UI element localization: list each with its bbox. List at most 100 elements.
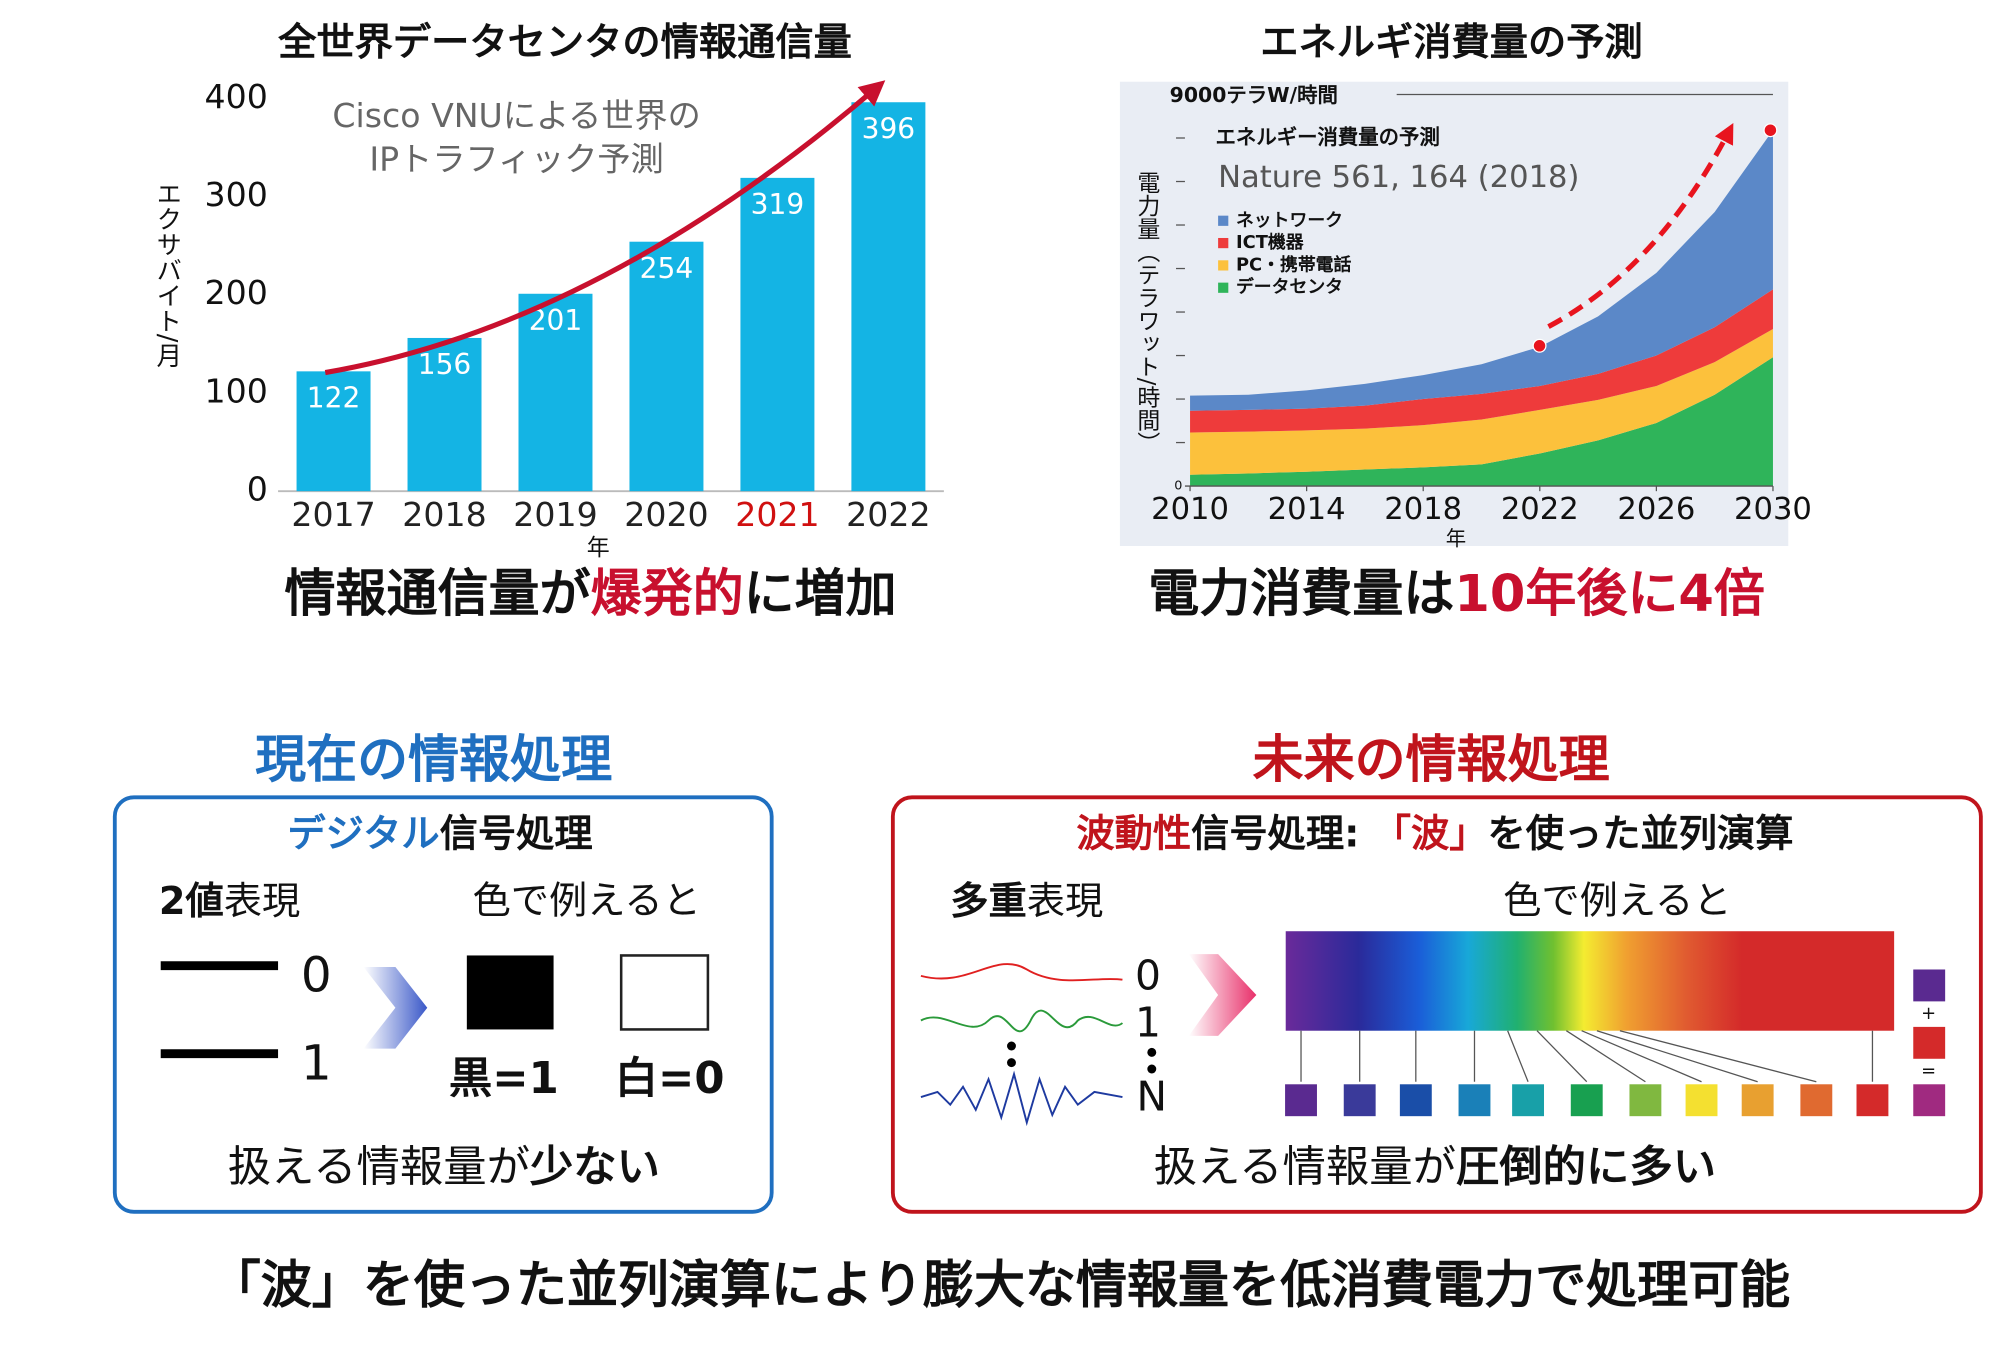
ellipsis-dot xyxy=(1007,1058,1016,1068)
value-label: 122 xyxy=(307,381,361,414)
swatch xyxy=(1913,1084,1946,1117)
wave xyxy=(920,1070,1123,1127)
y-tick-label: 400 xyxy=(205,77,268,116)
x-tick-label: 2022 xyxy=(846,495,930,534)
area xyxy=(1190,289,1773,433)
marker-dot xyxy=(1532,338,1547,353)
chart-title: 全世界データセンタの情報通信量 xyxy=(277,20,852,65)
legend-label: ICT機器 xyxy=(1236,231,1305,253)
legend-swatch xyxy=(1218,282,1229,293)
trend-arrow xyxy=(324,80,886,376)
connector xyxy=(1619,1030,1817,1083)
caption-highlight: 爆発的 xyxy=(591,565,744,624)
marker-dot xyxy=(1763,123,1778,138)
swatch xyxy=(1856,1084,1889,1117)
label: 多重表現 xyxy=(950,879,1103,924)
swatch-label: 白=0 xyxy=(615,1054,725,1104)
wave xyxy=(920,963,1123,982)
legend-label: PC・携帯電話 xyxy=(1236,253,1352,275)
label-part: 表現 xyxy=(224,879,301,924)
digit: N xyxy=(1137,1073,1168,1121)
legend-swatch xyxy=(1218,260,1229,271)
operator: + xyxy=(1921,1003,1936,1024)
wave xyxy=(920,1009,1124,1033)
area xyxy=(1190,357,1773,487)
x-tick-label: 2014 xyxy=(1268,492,1346,527)
heading: 未来の情報処理 xyxy=(1253,731,1610,790)
subtitle: Nature 561, 164 (2018) xyxy=(1218,160,1579,195)
label: 2値表現 xyxy=(159,879,300,924)
caption-part: 電力消費量は xyxy=(1148,565,1454,624)
bar xyxy=(518,293,593,492)
footer: 扱える情報量が少ない xyxy=(228,1142,660,1192)
connector xyxy=(1565,1030,1646,1083)
x-tick-label: 2018 xyxy=(1384,492,1462,527)
y-tick-label: 9000テラW/時間 xyxy=(1170,83,1338,107)
footer-part: 少ない xyxy=(530,1142,660,1192)
value-label: 156 xyxy=(418,348,472,381)
label-part: 表現 xyxy=(1027,879,1104,924)
box xyxy=(890,795,1983,1214)
x-tick-label: 2019 xyxy=(513,495,597,534)
caption-part: 情報通信量が xyxy=(284,565,590,624)
ellipsis-dot xyxy=(1147,1064,1157,1074)
analogy: 色で例えると xyxy=(1503,879,1731,924)
legend-swatch xyxy=(1218,237,1229,249)
ellipsis-dot xyxy=(1007,1041,1016,1051)
swatch xyxy=(1399,1084,1432,1117)
area xyxy=(1190,130,1773,411)
connector xyxy=(1507,1030,1529,1082)
x-tick-label: 2017 xyxy=(291,495,375,534)
value-label: 396 xyxy=(862,112,916,145)
arrow xyxy=(1188,954,1257,1036)
subtitle-part: 「波」 xyxy=(1373,811,1488,856)
value-label: 254 xyxy=(640,252,694,285)
analogy: 色で例えると xyxy=(473,879,701,924)
swatch xyxy=(1913,1026,1946,1059)
subtitle-part: を使った並列演算 xyxy=(1488,811,1794,856)
box xyxy=(112,795,774,1214)
label-part: 2値 xyxy=(159,879,224,924)
swatch-row xyxy=(1285,1030,1889,1117)
x-tick-label: 2030 xyxy=(1734,492,1812,527)
heading: 現在の情報処理 xyxy=(255,731,612,790)
subtitle-part: デジタル xyxy=(287,811,439,856)
white-square xyxy=(619,954,710,1031)
swatch xyxy=(1800,1084,1833,1117)
connector xyxy=(1536,1030,1588,1083)
footer-part: 扱える情報量が xyxy=(228,1142,530,1192)
y-tick-label: 0 xyxy=(1174,479,1182,494)
y-tick-label: 200 xyxy=(205,273,268,312)
x-tick-label: 2026 xyxy=(1617,492,1695,527)
area xyxy=(1190,329,1773,475)
y-axis-label: 電力量（テラワット/時間） xyxy=(1133,171,1160,454)
digit: 1 xyxy=(1135,999,1161,1047)
swatch xyxy=(1343,1084,1376,1117)
y-tick-label: 300 xyxy=(205,175,268,214)
subtitle: 波動性信号処理: 「波」を使った並列演算 xyxy=(1076,811,1793,856)
swatch xyxy=(1285,1084,1317,1117)
footer-part: 扱える情報量が xyxy=(1154,1142,1456,1192)
caption-highlight: 10年後に4倍 xyxy=(1454,565,1765,624)
y-tick-label: 0 xyxy=(247,470,268,509)
swatch xyxy=(1512,1084,1545,1117)
annotation: Cisco VNUによる世界の xyxy=(332,96,700,135)
bar xyxy=(851,102,926,492)
subtitle-part: 信号処理: xyxy=(1191,811,1373,856)
footer: 扱える情報量が圧倒的に多い xyxy=(1154,1142,1716,1192)
swatch xyxy=(1913,969,1946,1002)
spectrum xyxy=(1285,931,1895,1031)
label-part: 多重 xyxy=(950,879,1027,924)
x-tick-label: 2010 xyxy=(1151,492,1229,527)
bar xyxy=(407,337,482,492)
bar xyxy=(296,371,371,492)
swatch xyxy=(1685,1084,1718,1117)
footer-part: 圧倒的に多い xyxy=(1456,1142,1716,1192)
caption: 情報通信量が爆発的に増加 xyxy=(284,565,896,624)
y-tick-label: 100 xyxy=(205,371,268,410)
digit: 0 xyxy=(301,947,332,1003)
digit: 1 xyxy=(301,1035,332,1091)
swatch xyxy=(1629,1084,1662,1117)
